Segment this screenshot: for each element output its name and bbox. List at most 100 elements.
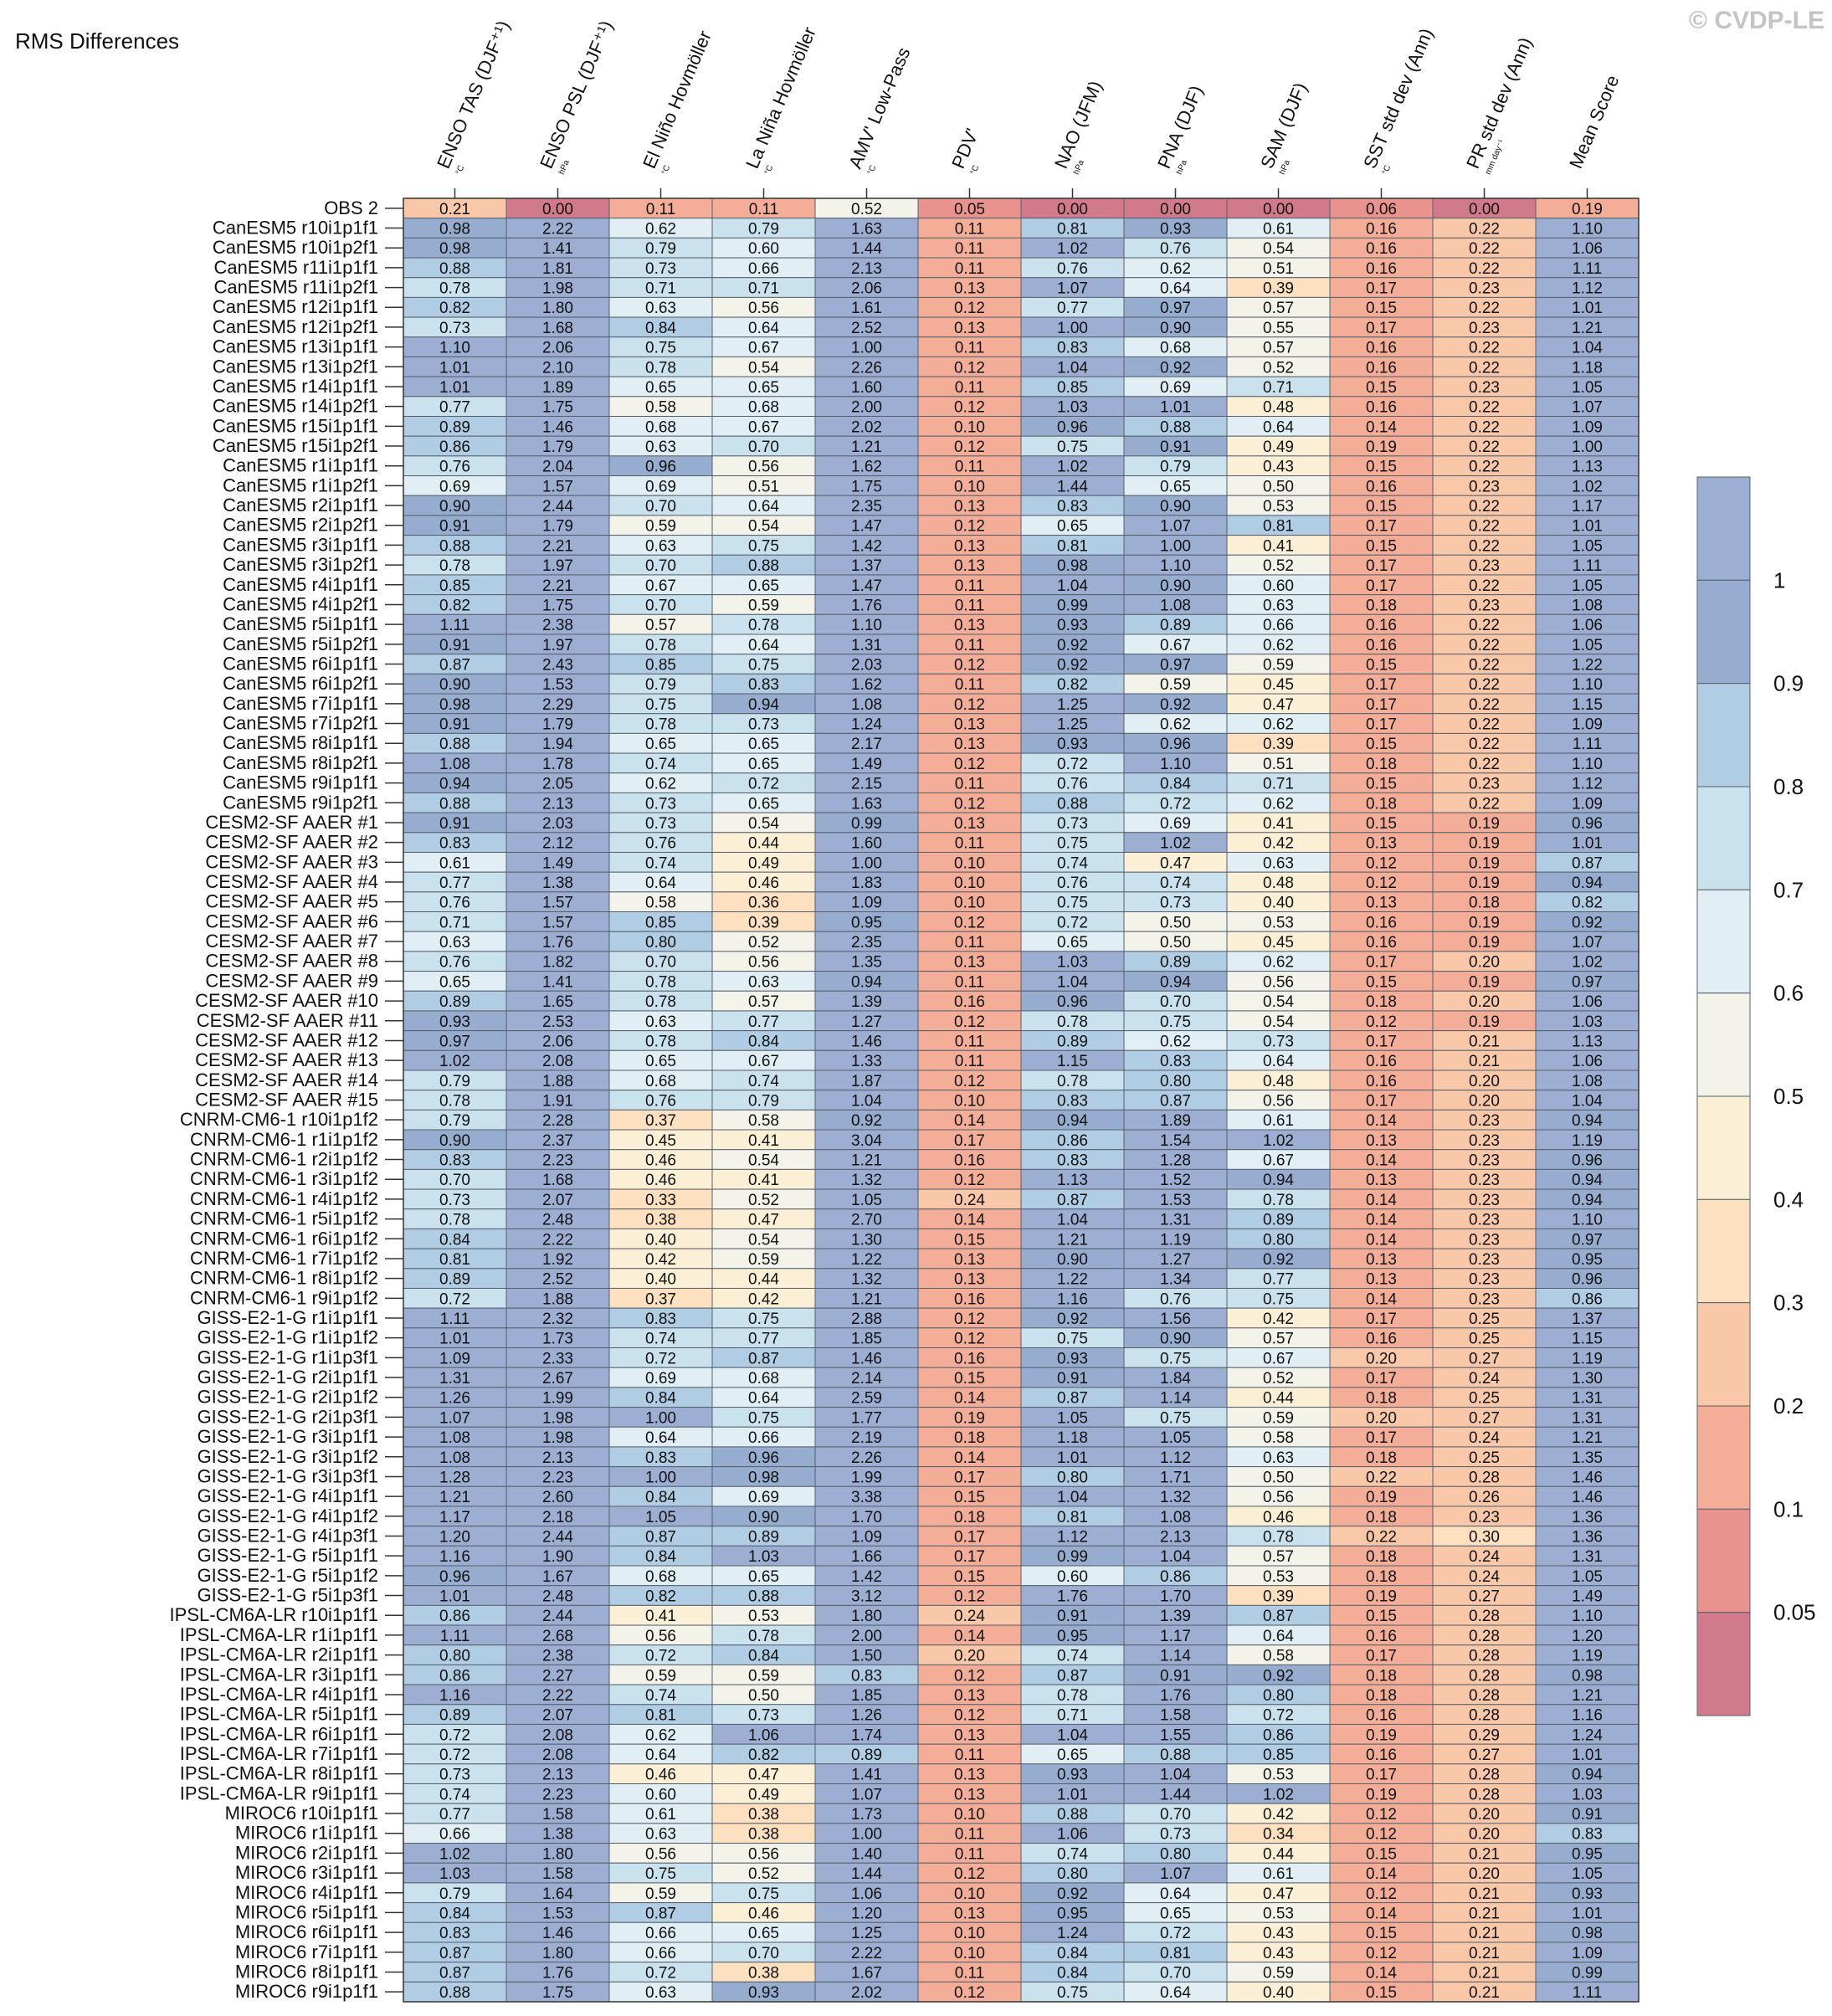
cell-value: 0.23	[1469, 1192, 1500, 1209]
cell-value: 1.76	[851, 597, 882, 614]
colorbar-label: 0.9	[1773, 671, 1804, 696]
cell-value: 0.96	[748, 1449, 779, 1467]
cell-value: 0.60	[1263, 577, 1294, 595]
cell-value: 0.62	[1263, 637, 1294, 654]
cell-value: 1.10	[851, 617, 882, 634]
cell-value: 0.62	[645, 776, 676, 793]
cell-value: 1.08	[439, 1449, 470, 1467]
cell-value: 0.05	[954, 201, 985, 218]
cell-value: 1.28	[1160, 1152, 1191, 1170]
cell-value: 0.28	[1469, 1608, 1500, 1625]
column-label: SST std dev (Ann)	[1359, 25, 1437, 172]
cell-value: 0.76	[1057, 260, 1088, 278]
cell-value: 1.05	[851, 1192, 882, 1209]
cell-value: 0.12	[1366, 1806, 1397, 1824]
cell-value: 0.41	[645, 1608, 676, 1625]
cell-value: 0.14	[1366, 1290, 1397, 1308]
cell-value: 1.02	[1160, 835, 1191, 853]
cell-value: 1.76	[542, 1964, 573, 1982]
cell-value: 0.71	[645, 280, 676, 298]
cell-value: 0.20	[1366, 1409, 1397, 1427]
cell-value: 0.79	[748, 221, 779, 239]
cell-value: 0.49	[748, 1786, 779, 1803]
cell-value: 0.23	[1469, 776, 1500, 793]
cell-value: 0.81	[1057, 1509, 1088, 1526]
cell-value: 0.74	[748, 1073, 779, 1090]
cell-value: 2.27	[542, 1667, 573, 1685]
cell-value: 1.03	[1057, 954, 1088, 972]
cell-value: 0.74	[1057, 1845, 1088, 1863]
cell-value: 0.41	[748, 1172, 779, 1189]
cell-value: 2.06	[542, 1033, 573, 1050]
row-label: CanESM5 r6i1p1f1	[223, 654, 378, 675]
cell-value: 1.32	[1160, 1489, 1191, 1506]
cell-value: 0.13	[954, 557, 985, 575]
cell-value: 0.84	[645, 1489, 676, 1506]
cell-value: 0.75	[748, 537, 779, 555]
row-label: CNRM-CM6-1 r3i1p1f2	[190, 1168, 378, 1189]
cell-value: 1.00	[645, 1409, 676, 1427]
cell-value: 0.77	[439, 399, 470, 417]
cell-value: 1.01	[1057, 1449, 1088, 1467]
cell-value: 0.15	[1366, 776, 1397, 793]
cell-value: 1.02	[1572, 954, 1603, 972]
cell-value: 1.19	[1572, 1132, 1603, 1150]
cell-value: 0.56	[645, 1845, 676, 1863]
cell-value: 0.80	[1160, 1073, 1191, 1090]
cell-value: 0.87	[645, 1905, 676, 1922]
row-label: IPSL-CM6A-LR r7i1p1f1	[180, 1743, 378, 1764]
cell-value: 0.59	[748, 1667, 779, 1685]
cell-value: 1.06	[1572, 240, 1603, 258]
cell-value: 1.15	[1572, 696, 1603, 714]
cell-value: 1.46	[1572, 1469, 1603, 1486]
cell-value: 0.76	[1160, 1290, 1191, 1308]
cell-value: 0.72	[439, 1747, 470, 1764]
row-label: CanESM5 r3i1p1f1	[223, 534, 378, 555]
row-label: MIROC6 r8i1p1f1	[235, 1961, 378, 1982]
cell-value: 0.62	[1160, 1033, 1191, 1050]
cell-value: 0.22	[1469, 617, 1500, 634]
cell-value: 1.73	[542, 1331, 573, 1348]
cell-value: 0.96	[1057, 993, 1088, 1011]
cell-value: 1.06	[1572, 1053, 1603, 1070]
cell-value: 1.04	[1057, 1212, 1088, 1229]
cell-value: 0.16	[1366, 617, 1397, 634]
cell-value: 0.59	[645, 518, 676, 536]
cell-value: 0.16	[1366, 1073, 1397, 1090]
cell-value: 2.26	[851, 1449, 882, 1467]
cell-value: 0.63	[439, 934, 470, 952]
cell-value: 0.19	[1469, 973, 1500, 991]
cell-value: 0.19	[1469, 835, 1500, 853]
cell-value: 0.16	[1366, 359, 1397, 377]
cell-value: 1.75	[851, 478, 882, 495]
cell-value: 0.11	[955, 1964, 985, 1982]
row-label: CanESM5 r1i1p1f1	[223, 455, 378, 476]
cell-value: 0.13	[954, 1905, 985, 1922]
cell-value: 2.37	[542, 1132, 573, 1150]
cell-value: 0.46	[645, 1152, 676, 1170]
cell-value: 0.25	[1469, 1390, 1500, 1408]
cell-value: 0.81	[1057, 221, 1088, 239]
cell-value: 0.22	[1469, 756, 1500, 773]
cell-value: 0.10	[954, 1806, 985, 1824]
cell-value: 0.95	[1572, 1845, 1603, 1863]
row-label: CanESM5 r7i1p1f1	[223, 693, 378, 714]
cell-value: 0.23	[1469, 1172, 1500, 1189]
cell-value: 1.08	[1160, 1509, 1191, 1526]
cell-value: 1.22	[1572, 657, 1603, 675]
cell-value: 0.74	[645, 756, 676, 773]
cell-value: 1.08	[439, 1429, 470, 1447]
cell-value: 0.67	[1263, 1152, 1294, 1170]
cell-value: 1.50	[851, 1648, 882, 1665]
colorbar-segment	[1696, 1612, 1751, 1716]
cell-value: 1.49	[851, 756, 882, 773]
cell-value: 0.44	[1263, 1390, 1294, 1408]
cell-value: 0.16	[954, 993, 985, 1011]
cell-value: 0.56	[1263, 973, 1294, 991]
cell-value: 0.50	[748, 1687, 779, 1705]
cell-value: 0.17	[1366, 1093, 1397, 1111]
cell-value: 0.94	[1572, 875, 1603, 892]
cell-value: 0.10	[954, 478, 985, 495]
cell-value: 1.88	[542, 1073, 573, 1090]
cell-value: 0.20	[1469, 1826, 1500, 1844]
